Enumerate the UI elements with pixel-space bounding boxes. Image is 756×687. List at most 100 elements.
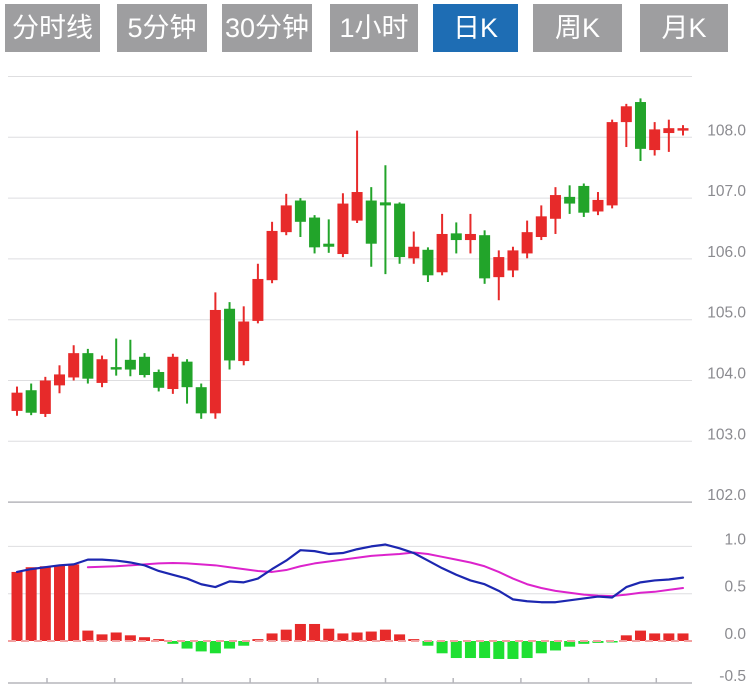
candle [96, 355, 108, 388]
candle [309, 215, 321, 254]
macd-bar [195, 641, 207, 652]
main-grid [8, 76, 692, 503]
candle [507, 246, 519, 278]
candle [351, 130, 363, 224]
macd-bar [294, 623, 306, 641]
tab-5min[interactable]: 5分钟 [117, 4, 207, 52]
macd-axis-label: 0.0 [724, 626, 746, 643]
candle [181, 359, 193, 404]
macd-bar [649, 633, 661, 641]
macd-bar [337, 633, 349, 641]
candle [167, 353, 179, 394]
price-axis-label: 107.0 [707, 183, 746, 200]
candle [224, 302, 236, 370]
macd-bar [521, 641, 533, 659]
candle [549, 187, 561, 234]
tab-label: 1小时 [339, 13, 409, 43]
candle [294, 198, 306, 238]
dif-line [15, 543, 685, 604]
macd-bar [564, 641, 576, 647]
candle [11, 386, 23, 416]
candle [422, 247, 434, 283]
price-axis-label: 103.0 [707, 426, 746, 443]
candle [663, 119, 675, 152]
candle [337, 193, 349, 258]
candle [535, 205, 547, 241]
macd-bar [82, 630, 94, 641]
macd-bar [323, 628, 335, 641]
macd-bar [224, 641, 236, 649]
tab-weekly-k[interactable]: 周K [533, 4, 622, 52]
tab-1hour[interactable]: 1小时 [330, 4, 418, 52]
macd-bar [238, 641, 250, 646]
macd-bar [167, 641, 179, 644]
candle [209, 292, 221, 419]
tab-label: 30分钟 [224, 13, 310, 43]
macd-bar [280, 629, 292, 641]
candle [408, 231, 420, 264]
candle [153, 369, 165, 392]
candle [592, 192, 604, 216]
candle [82, 348, 94, 384]
tab-label: 5分钟 [127, 13, 197, 43]
candle [39, 376, 51, 417]
candle [564, 185, 576, 214]
macd-bar [549, 641, 561, 651]
macd-histogram [11, 564, 689, 659]
macd-bar [535, 641, 547, 654]
candle [25, 383, 37, 416]
candle [266, 221, 278, 284]
macd-bar [493, 641, 505, 659]
macd-bar [309, 623, 321, 641]
tab-label: 日K [452, 13, 498, 43]
tab-monthly-k[interactable]: 月K [640, 4, 728, 52]
candle [521, 220, 533, 259]
tab-label: 分时线 [12, 13, 93, 43]
candles [11, 98, 689, 419]
tab-30min[interactable]: 30分钟 [222, 4, 312, 52]
candle [195, 383, 207, 419]
candle [323, 219, 335, 253]
macd-bar [663, 633, 675, 641]
price-axis-labels: 108.0 107.0 106.0 105.0 104.0 103.0 102.0 [707, 122, 746, 504]
price-axis-label: 105.0 [707, 305, 746, 322]
macd-bar [365, 631, 377, 641]
candle [139, 353, 151, 378]
macd-axis-labels: 1.0 0.5 0.0 -0.5 [719, 531, 746, 685]
tab-time-line[interactable]: 分时线 [5, 4, 100, 52]
candle [280, 193, 292, 236]
candle [493, 250, 505, 301]
macd-bar [54, 565, 66, 641]
macd-bar [436, 641, 448, 654]
candle [464, 213, 476, 254]
tab-daily-k[interactable]: 日K [433, 4, 518, 52]
dea-line [86, 551, 684, 598]
candle [252, 263, 264, 324]
candle [365, 187, 377, 267]
macd-bar [25, 567, 37, 641]
candle [124, 339, 136, 377]
macd-bar [11, 571, 23, 641]
macd-bar [578, 641, 590, 644]
macd-bar [507, 641, 519, 659]
candle [606, 119, 618, 209]
tab-label: 周K [554, 13, 600, 43]
macd-axis-label: 1.0 [724, 531, 746, 548]
macd-axis-label: 0.5 [724, 579, 746, 596]
macd-bar [96, 634, 108, 641]
tab-label: 月K [661, 13, 707, 43]
price-axis-label: 104.0 [707, 366, 746, 383]
candle [649, 122, 661, 156]
candle [379, 165, 391, 275]
macd-bar [422, 641, 434, 646]
candle [479, 230, 491, 284]
candle [238, 306, 250, 366]
macd-bar [677, 633, 689, 641]
macd-grid [8, 545, 692, 595]
macd-axis-label: -0.5 [719, 668, 746, 685]
candle [54, 365, 66, 394]
macd-bar [209, 641, 221, 654]
macd-bar [124, 635, 136, 641]
price-axis-label: 108.0 [707, 122, 746, 139]
